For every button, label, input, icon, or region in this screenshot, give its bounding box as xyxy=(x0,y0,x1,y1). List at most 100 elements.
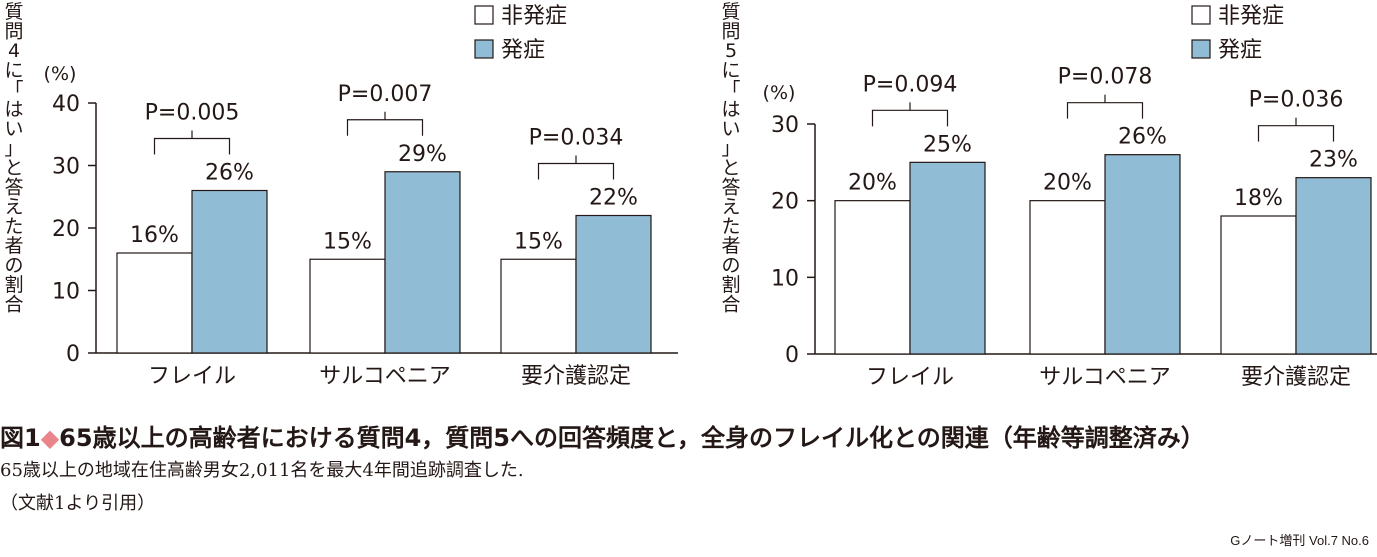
figure-charts: 質問4に「はい」と答えた者の割合(%)01020304016%26%フレイルP=… xyxy=(4,1,1377,390)
bar-value-label: 20% xyxy=(848,171,897,196)
bar-value-label: 20% xyxy=(1043,171,1092,196)
x-category-label: 要介護認定 xyxy=(1241,365,1351,390)
legend-label: 発症 xyxy=(501,38,545,63)
bracket-line xyxy=(153,137,231,155)
bar-onset xyxy=(191,189,268,354)
bar-value-label: 22% xyxy=(589,186,638,211)
significance-bracket xyxy=(153,130,231,155)
x-category-label: サルコペニア xyxy=(319,364,451,389)
bar-non-onset xyxy=(500,258,577,354)
y-axis-label-char: え xyxy=(4,196,23,218)
y-tick-label: 0 xyxy=(785,343,799,368)
x-category-label: サルコペニア xyxy=(1039,365,1171,390)
x-category-label: フレイル xyxy=(866,365,954,390)
y-axis-unit: (%) xyxy=(44,63,77,85)
p-value-label: P=0.036 xyxy=(1249,88,1344,113)
bracket-line xyxy=(1257,125,1335,142)
legend-swatch xyxy=(1191,5,1211,25)
figure-source: （文献1より引用） xyxy=(0,493,156,514)
y-axis-label-char: 問 xyxy=(4,21,23,43)
y-axis-label-char: え xyxy=(721,196,740,218)
bar-value-label: 16% xyxy=(130,223,179,248)
y-axis-label-char: 合 xyxy=(4,294,23,316)
legend-swatch xyxy=(474,5,494,25)
bar-value-label: 26% xyxy=(205,161,254,186)
legend-swatch xyxy=(474,39,494,59)
y-axis-label-char: 割 xyxy=(721,274,740,296)
bar-onset xyxy=(384,171,461,354)
legend-swatch xyxy=(1191,39,1211,59)
y-axis-label-char: 答 xyxy=(4,177,23,199)
bar-onset xyxy=(909,161,986,355)
bar-non-onset xyxy=(834,200,911,355)
y-axis-label-char: の xyxy=(721,255,740,277)
significance-bracket xyxy=(1066,94,1144,119)
bracket-line xyxy=(871,109,949,127)
y-axis-label-char: に xyxy=(4,60,23,82)
significance-bracket xyxy=(537,155,615,180)
y-axis-label-char: と xyxy=(721,157,740,179)
p-value-label: P=0.007 xyxy=(338,82,433,107)
significance-bracket xyxy=(871,102,949,127)
bar-non-onset xyxy=(309,258,386,354)
y-axis-label-char: と xyxy=(4,157,23,179)
y-axis-label-char: 質 xyxy=(721,1,740,23)
y-axis-label-char: い xyxy=(721,118,740,140)
figure-caption-title: 図1◆65歳以上の高齢者における質問4，質問5への回答頻度と，全身のフレイル化と… xyxy=(0,418,1205,453)
bar-value-label: 29% xyxy=(398,142,447,167)
p-value-label: P=0.034 xyxy=(529,126,624,151)
y-axis-label-char: い xyxy=(4,118,23,140)
bar-onset xyxy=(1295,177,1372,355)
bar-value-label: 18% xyxy=(1234,186,1283,211)
y-axis-label-char: 答 xyxy=(721,177,740,199)
y-axis-label-char: に xyxy=(721,60,740,82)
significance-bracket xyxy=(346,111,424,136)
y-axis-label-char: 」 xyxy=(721,138,740,160)
bar-value-label: 23% xyxy=(1309,148,1358,173)
bar-value-label: 26% xyxy=(1118,125,1167,150)
x-category-label: フレイル xyxy=(148,364,236,389)
bar-onset xyxy=(1104,154,1181,355)
y-axis-label-char: 割 xyxy=(4,274,23,296)
y-axis-label-char: 4 xyxy=(8,40,20,62)
bar-onset xyxy=(575,214,652,354)
y-tick-label: 30 xyxy=(52,155,80,180)
y-tick-label: 0 xyxy=(66,342,80,367)
figure-title: 65歳以上の高齢者における質問4，質問5への回答頻度と，全身のフレイル化との関連… xyxy=(59,424,1205,452)
y-axis-label-char: 問 xyxy=(721,21,740,43)
bar-non-onset xyxy=(1029,200,1106,355)
bar-value-label: 15% xyxy=(323,229,372,254)
legend-label: 非発症 xyxy=(1218,4,1284,29)
legend-label: 発症 xyxy=(1218,38,1262,63)
y-axis-label-char: 合 xyxy=(721,294,740,316)
y-tick-label: 20 xyxy=(52,217,80,242)
p-value-label: P=0.094 xyxy=(863,72,958,97)
y-tick-label: 10 xyxy=(52,280,80,305)
y-axis-label-char: は xyxy=(4,99,23,121)
y-tick-label: 30 xyxy=(771,113,799,138)
y-axis-label-char: 5 xyxy=(725,40,737,62)
y-axis-label-char: の xyxy=(4,255,23,277)
bar-value-label: 15% xyxy=(514,229,563,254)
y-axis-label-char: 者 xyxy=(4,235,23,257)
bracket-line xyxy=(346,119,424,136)
bracket-line xyxy=(1066,102,1144,119)
y-tick-label: 40 xyxy=(52,92,80,117)
figure-note: 65歳以上の地域在住高齢男女2,011名を最大4年間追跡調査した. xyxy=(0,460,524,481)
y-axis-label-char: た xyxy=(721,216,740,238)
y-tick-label: 10 xyxy=(771,266,799,291)
legend-label: 非発症 xyxy=(501,4,567,29)
y-axis-label-char: た xyxy=(4,216,23,238)
bar-non-onset xyxy=(1220,215,1297,355)
bracket-line xyxy=(537,162,615,180)
y-tick-label: 20 xyxy=(771,190,799,215)
y-axis-label-char: 質 xyxy=(4,1,23,23)
y-axis-label-char: 者 xyxy=(721,235,740,257)
x-category-label: 要介護認定 xyxy=(521,364,631,389)
p-value-label: P=0.005 xyxy=(145,101,240,126)
significance-bracket xyxy=(1257,117,1335,142)
journal-footer: Gノート増刊 Vol.7 No.6 xyxy=(1230,533,1369,548)
bar-value-label: 25% xyxy=(923,132,972,157)
y-axis-unit: (%) xyxy=(763,82,796,104)
p-value-label: P=0.078 xyxy=(1058,65,1153,90)
